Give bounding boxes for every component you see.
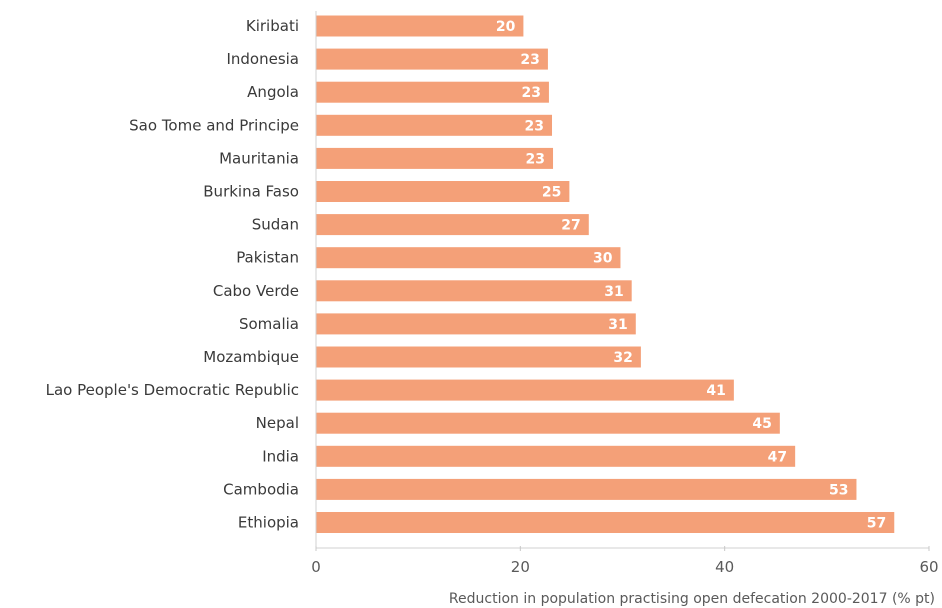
category-label-somalia: Somalia <box>239 315 299 333</box>
bar-cabo-verde <box>316 280 632 302</box>
bar-cambodia <box>316 478 857 500</box>
axes <box>315 11 929 549</box>
x-tick-label: 40 <box>715 558 734 576</box>
bar-india <box>316 445 796 467</box>
bar-somalia <box>316 313 636 335</box>
category-label-pakistan: Pakistan <box>236 249 299 267</box>
category-label-angola: Angola <box>247 83 299 101</box>
bar-lao-people-s-democratic-republic <box>316 379 734 401</box>
category-label-burkina-faso: Burkina Faso <box>203 183 299 201</box>
category-label-cabo-verde: Cabo Verde <box>213 282 299 300</box>
value-label-angola: 23 <box>521 85 540 101</box>
bar-sudan <box>316 214 589 236</box>
bar-nepal <box>316 412 780 434</box>
bars-layer <box>316 15 895 533</box>
bar-burkina-faso <box>316 181 570 202</box>
bar-ethiopia <box>316 512 895 533</box>
value-label-mozambique: 32 <box>613 350 632 366</box>
category-label-kiribati: Kiribati <box>246 17 299 35</box>
value-label-lao-people-s-democratic-republic: 41 <box>706 383 725 399</box>
value-labels: 20 23 23 23 23 25 27 30 31 31 32 41 45 47 53 57 <box>496 19 886 532</box>
value-label-cambodia: 53 <box>829 482 848 498</box>
bar-mauritania <box>316 147 554 169</box>
bar-kiribati <box>316 15 524 37</box>
value-label-india: 47 <box>768 449 787 465</box>
category-label-indonesia: Indonesia <box>226 50 299 68</box>
category-label-ethiopia: Ethiopia <box>238 514 299 532</box>
category-label-sao-tome-and-principe: Sao Tome and Principe <box>129 116 299 134</box>
category-label-cambodia: Cambodia <box>223 480 299 498</box>
value-label-somalia: 31 <box>608 317 627 333</box>
bar-sao-tome-and-principe <box>316 114 553 136</box>
x-ticks: 0 20 40 60 <box>311 546 939 576</box>
value-label-mauritania: 23 <box>526 151 545 167</box>
x-tick-label: 60 <box>919 558 938 576</box>
category-label-mauritania: Mauritania <box>219 149 299 167</box>
category-label-india: India <box>262 447 299 465</box>
value-label-nepal: 45 <box>752 416 771 432</box>
bar-pakistan <box>316 247 621 269</box>
bar-angola <box>316 81 549 103</box>
x-tick-label: 0 <box>311 558 321 576</box>
category-label-nepal: Nepal <box>256 414 299 432</box>
value-label-pakistan: 30 <box>593 251 613 267</box>
bar-indonesia <box>316 48 548 70</box>
value-label-sao-tome-and-principe: 23 <box>525 118 544 134</box>
value-label-indonesia: 23 <box>520 52 539 68</box>
x-tick-label: 20 <box>511 558 530 576</box>
category-labels: Kiribati Indonesia Angola Sao Tome and Prin… <box>46 17 299 532</box>
bar-mozambique <box>316 346 641 368</box>
value-label-sudan: 27 <box>561 218 580 234</box>
category-label-mozambique: Mozambique <box>203 348 299 366</box>
value-label-ethiopia: 57 <box>867 516 886 532</box>
category-label-lao-people-s-democratic-republic: Lao People's Democratic Republic <box>46 381 299 399</box>
x-axis-title: Reduction in population practising open … <box>449 591 935 607</box>
value-label-kiribati: 20 <box>496 19 516 35</box>
value-label-burkina-faso: 25 <box>542 185 561 201</box>
value-label-cabo-verde: 31 <box>604 284 623 300</box>
category-label-sudan: Sudan <box>252 216 299 234</box>
